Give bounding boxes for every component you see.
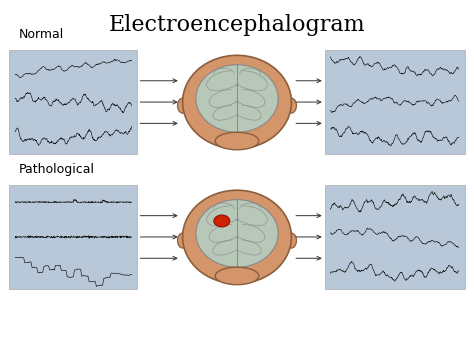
Ellipse shape	[215, 267, 259, 285]
Ellipse shape	[215, 132, 259, 150]
Ellipse shape	[178, 98, 188, 113]
FancyBboxPatch shape	[9, 185, 137, 289]
Ellipse shape	[182, 55, 292, 149]
Text: Electroencephalogram: Electroencephalogram	[109, 14, 365, 36]
Ellipse shape	[178, 233, 188, 248]
Ellipse shape	[182, 190, 292, 284]
FancyBboxPatch shape	[325, 50, 465, 154]
Ellipse shape	[196, 200, 278, 267]
Ellipse shape	[196, 65, 278, 132]
Ellipse shape	[286, 233, 296, 248]
FancyBboxPatch shape	[325, 185, 465, 289]
Ellipse shape	[286, 98, 296, 113]
FancyBboxPatch shape	[9, 50, 137, 154]
Circle shape	[214, 215, 230, 227]
Text: Pathological: Pathological	[19, 163, 95, 176]
Text: Normal: Normal	[19, 28, 64, 41]
